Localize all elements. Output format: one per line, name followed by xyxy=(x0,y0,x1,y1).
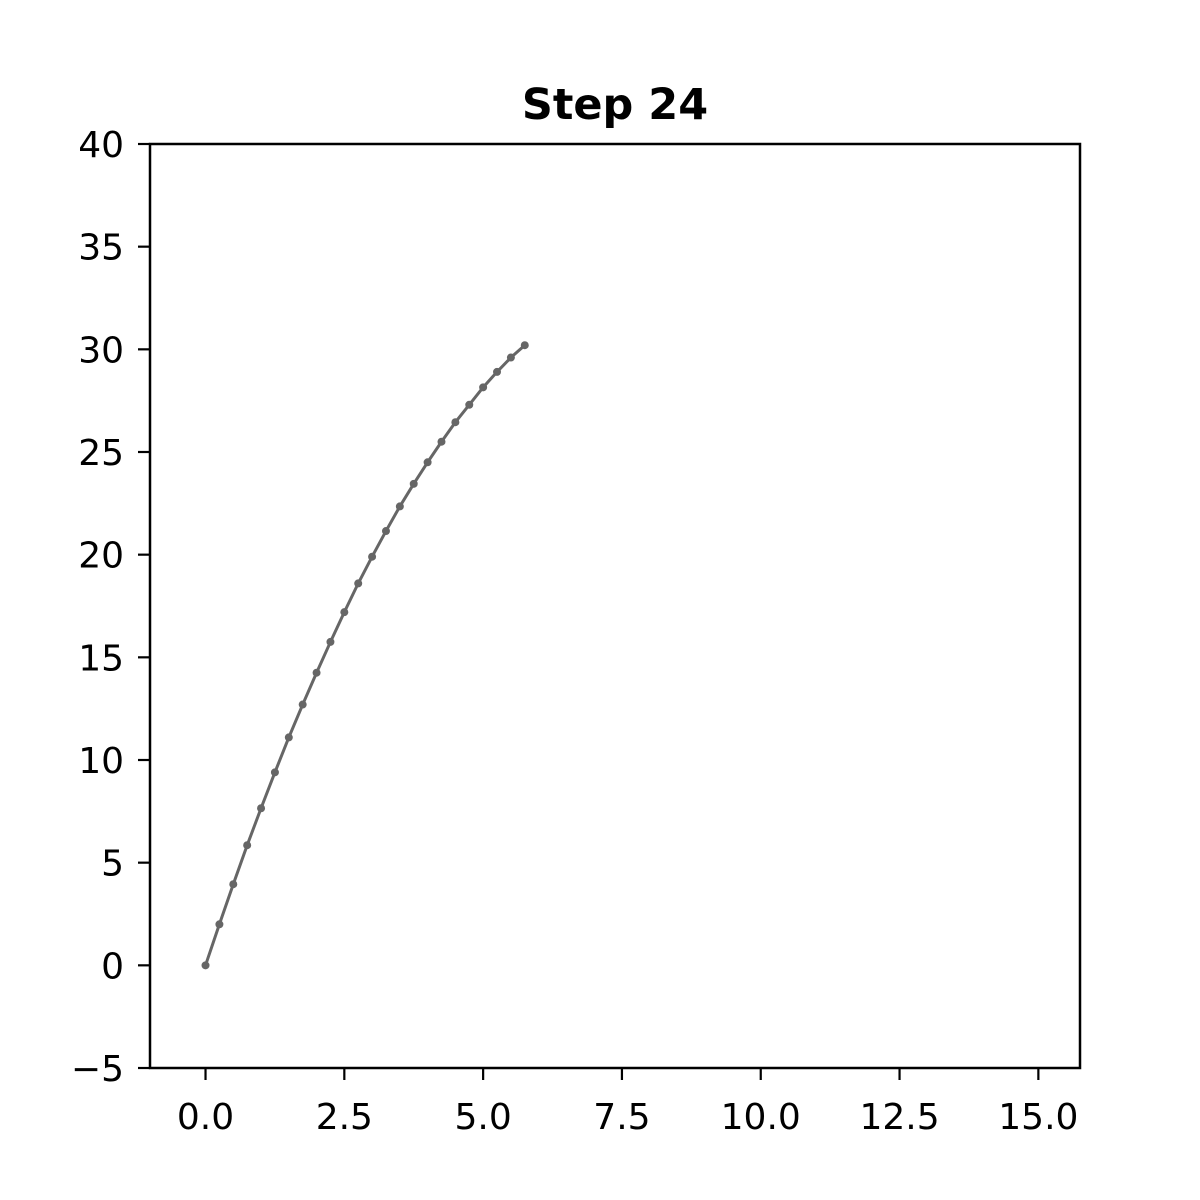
chart-title: Step 24 xyxy=(522,80,708,130)
data-point xyxy=(368,552,377,561)
data-point xyxy=(229,880,238,889)
data-point xyxy=(326,637,335,646)
data-point xyxy=(354,579,363,588)
data-point xyxy=(312,668,321,677)
data-point xyxy=(215,920,224,929)
data-point xyxy=(423,458,432,467)
y-tick-label: 25 xyxy=(78,433,124,474)
y-tick-label: 30 xyxy=(78,330,124,371)
y-tick-label: 15 xyxy=(78,638,124,679)
data-point xyxy=(451,418,460,427)
y-axis: −5 0 5 10 15 20 25 30 35 40 xyxy=(71,125,150,1090)
y-tick-label: 35 xyxy=(78,228,124,269)
series-line xyxy=(204,343,527,967)
data-point xyxy=(465,400,474,409)
x-tick-label: 12.5 xyxy=(859,1097,939,1138)
data-point xyxy=(520,341,529,350)
y-tick-label: 40 xyxy=(78,125,124,166)
data-point xyxy=(270,768,279,777)
y-tick-label: 0 xyxy=(101,946,124,987)
series-layer xyxy=(201,341,529,970)
data-point xyxy=(298,700,307,709)
data-point xyxy=(340,608,349,617)
y-tick-label: −5 xyxy=(71,1049,124,1090)
data-point xyxy=(257,804,266,813)
y-tick-label: 10 xyxy=(78,741,124,782)
x-tick-label: 15.0 xyxy=(998,1097,1078,1138)
data-point xyxy=(284,733,293,742)
x-tick-label: 2.5 xyxy=(316,1097,373,1138)
data-point xyxy=(409,479,418,488)
data-point xyxy=(479,383,488,392)
plot-frame xyxy=(148,142,1082,1070)
y-tick-label: 5 xyxy=(101,844,124,885)
x-tick-label: 7.5 xyxy=(593,1097,650,1138)
data-point xyxy=(201,961,210,970)
data-point xyxy=(437,437,446,446)
y-tick-label: 20 xyxy=(78,536,124,577)
data-point xyxy=(506,353,515,362)
x-tick-label: 0.0 xyxy=(177,1097,234,1138)
x-axis: 0.0 2.5 5.0 7.5 10.0 12.5 15.0 xyxy=(177,1068,1078,1138)
x-tick-label: 10.0 xyxy=(721,1097,801,1138)
data-point xyxy=(381,527,390,536)
x-tick-label: 5.0 xyxy=(455,1097,512,1138)
data-point xyxy=(493,367,502,376)
data-point xyxy=(395,502,404,511)
data-point xyxy=(243,841,252,850)
